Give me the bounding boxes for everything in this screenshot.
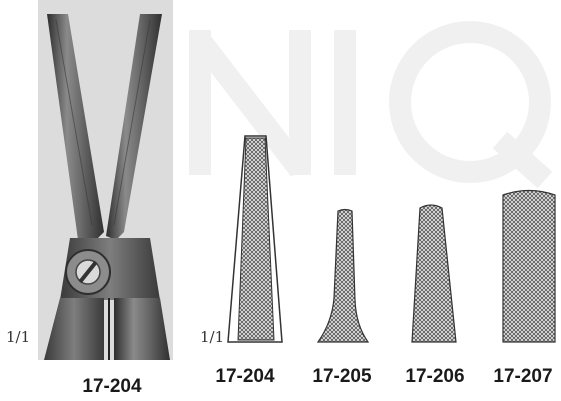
- right-jaw: [106, 14, 162, 240]
- instrument-photo: [38, 0, 173, 360]
- right-shank: [114, 298, 170, 360]
- scale-mark-photo: 1/1: [6, 328, 31, 346]
- profile-label-17-205: 17-205: [312, 366, 372, 387]
- profile-label-17-204: 17-204: [215, 366, 275, 387]
- left-jaw: [47, 14, 104, 240]
- tip-profile-17-207: [502, 189, 556, 343]
- profile-label-17-207: 17-207: [493, 366, 553, 387]
- tip-profile-17-206: [411, 204, 457, 343]
- profile-label-17-206: 17-206: [405, 366, 465, 387]
- scale-mark-profiles: 1/1: [200, 328, 225, 346]
- watermark-logo: [189, 21, 553, 189]
- instrument-label: 17-204: [82, 376, 142, 397]
- tip-profile-17-205: [316, 208, 370, 343]
- tip-profile-17-204: [227, 135, 283, 343]
- left-shank: [44, 298, 104, 360]
